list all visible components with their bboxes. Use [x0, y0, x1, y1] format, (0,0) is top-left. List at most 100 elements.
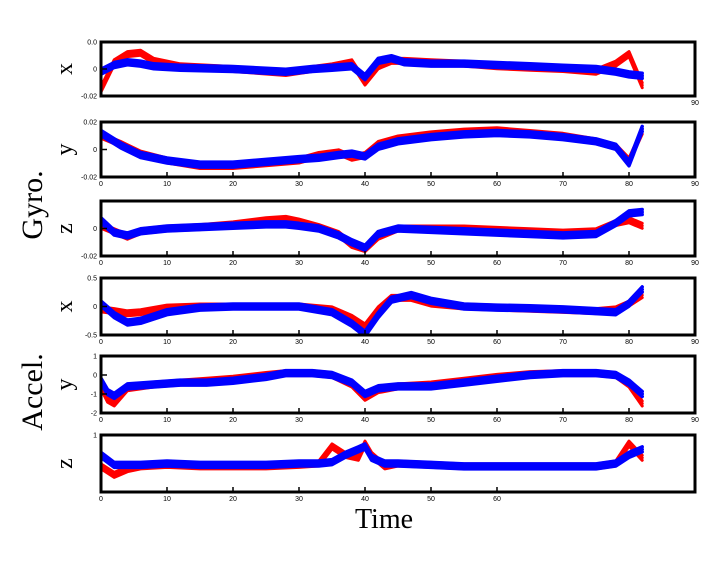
x-tick-label: 40: [361, 496, 369, 503]
series-line-blue-3: [101, 290, 644, 335]
x-tick-label: 80: [625, 260, 633, 267]
x-tick-label: 60: [493, 339, 501, 346]
x-tick-label: 60: [493, 417, 501, 424]
panel-frame: [99, 433, 697, 494]
group-label-accel: Accel.: [16, 353, 49, 430]
series-line-blue-3: [101, 373, 644, 401]
panel-5: 10-1-20 10 20 30 40 50 60 70 80 90y: [52, 354, 699, 425]
x-tick-label: 90: [691, 417, 699, 424]
y-tick-label: 0.0: [87, 40, 97, 47]
y-tick-label: 0: [93, 226, 97, 233]
y-tick-label: 0: [93, 147, 97, 154]
panel-axis-name: z: [52, 223, 78, 234]
panel-axis-name: y: [52, 144, 78, 156]
x-tick-label: 50: [427, 181, 435, 188]
y-tick-label: -1: [91, 392, 97, 399]
x-tick-label: 20: [229, 181, 237, 188]
x-tick-label: 90: [691, 339, 699, 346]
x-tick-label: 40: [361, 260, 369, 267]
x-tick-label: 80: [625, 417, 633, 424]
x-tick-label: 50: [427, 339, 435, 346]
x-tick-label: 0: [99, 260, 103, 267]
panel-3: 0-0.020 10 20 30 40 50 60 70 80 90z: [52, 199, 699, 267]
series-line-blue-2: [101, 371, 644, 398]
y-tick-label: 0.02: [83, 120, 97, 127]
series-line-blue-2: [101, 444, 644, 469]
y-tick-label: -0.5: [85, 333, 97, 340]
x-tick-label: 80: [625, 339, 633, 346]
x-tick-label: 10: [163, 496, 171, 503]
x-tick-label: 30: [295, 496, 303, 503]
x-tick-label: 0: [99, 496, 103, 503]
x-tick-label: 70: [559, 417, 567, 424]
y-tick-label: 1: [93, 354, 97, 361]
x-tick-label: 50: [427, 417, 435, 424]
group-label-gyro: Gyro.: [16, 170, 49, 239]
x-tick-label: 60: [493, 260, 501, 267]
panel-axis-name: x: [52, 301, 78, 313]
y-tick-label: -0.02: [81, 254, 97, 261]
x-tick-label: 70: [559, 260, 567, 267]
y-tick-label: 0: [93, 373, 97, 380]
series-line-blue-2: [101, 127, 644, 167]
x-tick-label: 10: [163, 181, 171, 188]
series-line-blue-1: [101, 368, 644, 396]
y-tick-label: 0: [93, 67, 97, 74]
x-tick-label: 40: [361, 417, 369, 424]
x-tick-label: 70: [559, 181, 567, 188]
panel-6: 10 10 20 30 40 50 60z: [52, 433, 697, 503]
x-tick-label: 50: [427, 496, 435, 503]
x-tick-label: 40: [361, 339, 369, 346]
x-tick-label: 30: [295, 417, 303, 424]
x-tick-label: 90: [691, 181, 699, 188]
x-tick-label: 0: [99, 339, 103, 346]
panel-axis-name: x: [52, 63, 78, 75]
y-tick-label: 0.5: [87, 276, 97, 283]
x-tick-label: 30: [295, 339, 303, 346]
x-tick-label: 0: [99, 417, 103, 424]
panel-5-series: [101, 368, 644, 408]
y-tick-label: 0: [93, 304, 97, 311]
x-tick-label: 20: [229, 339, 237, 346]
series-line-blue-1: [101, 442, 644, 466]
x-tick-label: 20: [229, 496, 237, 503]
series-line-blue-3: [101, 129, 644, 169]
x-tick-label: 40: [361, 181, 369, 188]
panel-1: 0.0 0 -0.02 90 x: [52, 40, 699, 108]
x-tick-label: 20: [229, 260, 237, 267]
series-line-blue-1: [101, 207, 644, 248]
series-line-blue-3: [101, 212, 644, 253]
x-tick-label: 90: [691, 260, 699, 267]
panel-2: 0.020-0.020 10 20 30 40 50 60 70 80 90y: [52, 120, 699, 189]
panel-2-series: [101, 124, 644, 170]
x-tick-label: 20: [229, 417, 237, 424]
y-tick-label: -0.02: [81, 175, 97, 182]
x-tick-label: 80: [625, 181, 633, 188]
x-tick-label: 70: [559, 339, 567, 346]
panel-6-series: [101, 439, 644, 479]
x-tick-label: 10: [163, 339, 171, 346]
x-tick-label: 60: [493, 496, 501, 503]
series-line-blue-3: [101, 447, 644, 471]
panel-frame: [99, 354, 697, 415]
panel-frame: [99, 120, 697, 179]
y-tick-label: 1: [93, 433, 97, 440]
panel-axis-name: z: [52, 458, 78, 469]
x-tick-label: 50: [427, 260, 435, 267]
y-tick-label: -0.02: [81, 94, 97, 101]
x-tick-label: 90: [691, 100, 699, 107]
x-tick-label: 10: [163, 417, 171, 424]
series-line-blue-1: [101, 124, 644, 164]
panel-4-series: [101, 285, 644, 335]
panel-4: 0.50-0.50 10 20 30 40 50 60 70 80 90x: [52, 276, 699, 347]
x-tick-label: 0: [99, 181, 103, 188]
series-line-blue-2: [101, 210, 644, 250]
panel-1-series: [101, 48, 644, 94]
x-tick-label: 10: [163, 260, 171, 267]
panel-axis-name: y: [52, 379, 78, 391]
x-axis-label: Time: [355, 504, 413, 535]
x-tick-label: 60: [493, 181, 501, 188]
x-tick-label: 30: [295, 181, 303, 188]
